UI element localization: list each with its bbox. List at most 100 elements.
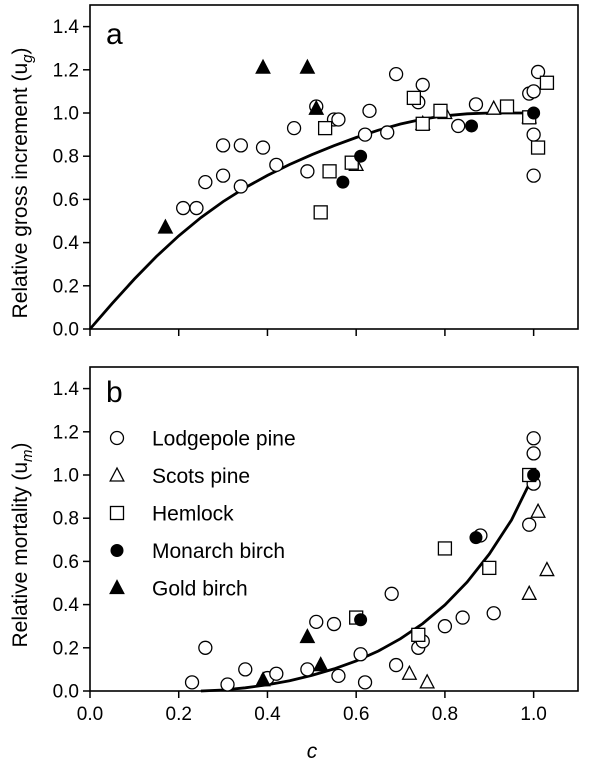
panel-a-point-lodgepole-pine [380,125,395,140]
panel-b-point-monarch-birch [469,531,483,545]
panel-b-point-lodgepole-pine [526,446,541,461]
panel-a-point-lodgepole-pine [530,64,546,80]
panel-a-point-hemlock [539,75,555,90]
panel-b-point-scots-pine [419,673,436,689]
panel-a-point-lodgepole-pine [189,200,204,216]
panel-b-point-lodgepole-pine [522,517,537,532]
panel-a-point-monarch-birch [354,149,368,163]
panel-a-y-tick-label: 1.4 [53,17,80,38]
panel-b-y-tick-label: 0.8 [53,509,79,530]
panel-b-point-scots-pine [539,561,555,577]
panel-b-point-lodgepole-pine [353,647,368,662]
panel-b-y-tick-label: 1.2 [53,422,79,443]
panel-b-point-lodgepole-pine [526,431,541,446]
panel-b-point-lodgepole-pine [437,619,453,634]
panel-a-point-lodgepole-pine [255,140,271,155]
panel-a-point-hemlock [317,120,333,136]
legend-item-lodgepole-pine: Lodgepole pine [109,428,296,451]
panel-b-point-lodgepole-pine [269,666,284,681]
panel-a-point-monarch-birch [336,175,350,189]
panel-b-point-lodgepole-pine [388,657,404,673]
panel-b-x-tick-label: 0.0 [77,704,103,725]
panel-b-point-lodgepole-pine [326,616,342,632]
panel-a-point-lodgepole-pine [388,66,404,82]
panel-b-y-tick-label: 1.4 [53,379,80,400]
panel-b-x-tick-label: 0.2 [166,704,192,725]
legend: Lodgepole pine Scots pine Hemlock Monarch b… [109,428,296,601]
legend-label-scots-pine: Scots pine [152,465,250,488]
legend-item-hemlock: Hemlock [109,503,234,526]
panel-b-point-lodgepole-pine [455,610,470,625]
panel-a-point-lodgepole-pine [526,127,541,142]
panel-b-x-tick-label: 0.8 [432,704,458,725]
legend-item-monarch-birch: Monarch birch [110,540,285,563]
panel-a-y-tick-label: 0.8 [53,147,79,168]
legend-label-monarch-birch: Monarch birch [152,540,285,563]
panel-a-point-lodgepole-pine [526,84,541,99]
panel-b-point-monarch-birch [354,613,368,627]
panel-b-y-tick-label: 0.6 [53,552,79,573]
panel-a-label: a [106,18,123,51]
panel-a-point-lodgepole-pine [300,164,315,179]
panel-b-y-axis-title-close: ) [9,442,32,449]
panel-a-point-lodgepole-pine [215,168,231,183]
panel-a-y-axis-title-close: ) [9,48,32,55]
panel-b-point-scots-pine [521,584,538,600]
panel-b-fitted-curve [200,474,535,693]
panel-b-x-tick-label: 0.4 [254,704,281,725]
panel-b-point-lodgepole-pine [300,662,315,677]
legend-item-gold-birch: Gold birch [109,578,248,601]
panel-b-point-gold-birch [312,656,329,672]
panel-a-y-tick-label: 0.0 [53,320,79,341]
panel-b-point-hemlock [411,627,426,642]
legend-item-scots-pine: Scots pine [109,465,250,488]
panel-b: 0.0 0.2 0.4 0.6 0.8 1.0 1.2 1.4 0.0 0.2 0.4 0.6 0.8 1… [9,366,579,763]
panel-a-point-hemlock [499,99,515,114]
panel-a-point-hemlock [313,205,328,220]
panel-b-point-gold-birch [299,628,316,644]
panel-b-plot-frame [89,366,579,692]
panel-b-point-lodgepole-pine [220,677,235,692]
panel-a-point-lodgepole-pine [415,77,430,93]
panel-a-point-scots-pine [485,99,502,115]
panel-a-point-hemlock [322,164,337,179]
panel-b-point-hemlock [482,560,497,576]
legend-marker-hemlock [109,505,125,521]
panel-b-y-tick-label: 0.0 [53,682,79,703]
legend-label-lodgepole-pine: Lodgepole pine [152,428,296,451]
panel-a-point-lodgepole-pine [198,174,213,190]
panel-b-label: b [106,376,123,409]
panel-a-y-axis-title: Relative gross increment (ug) [9,48,36,319]
panel-b-point-scots-pine [401,664,418,680]
panel-b-x-tick-label: 0.6 [343,704,369,725]
panel-b-point-lodgepole-pine [309,614,324,630]
panel-a-y-tick-label: 0.6 [53,190,79,211]
panel-b-y-tick-label: 1.0 [53,466,79,487]
panel-b-point-scots-pine [530,502,546,518]
panel-a-point-gold-birch [255,58,271,74]
panel-b-y-axis-title-text: Relative mortality (u [9,462,32,648]
panel-a-point-lodgepole-pine [233,138,248,153]
panel-b-x-tick-label: 1.0 [520,704,546,725]
legend-marker-scots-pine [109,466,125,482]
panel-a-point-lodgepole-pine [526,168,541,183]
panel-b-point-lodgepole-pine [384,586,399,601]
panel-b-y-tick-label: 0.2 [53,638,79,659]
panel-a-point-lodgepole-pine [357,127,373,142]
panel-b-x-axis-title: c [307,740,318,763]
panel-a-point-lodgepole-pine [269,157,284,172]
panel-a-point-gold-birch [308,99,325,115]
panel-a-point-hemlock [415,116,430,131]
panel-b-point-lodgepole-pine [198,640,213,655]
panel-b-y-axis-title-sub: m [19,449,36,462]
panel-a-point-hemlock [406,90,422,106]
legend-marker-lodgepole-pine [109,430,125,446]
panel-a-point-lodgepole-pine [176,200,191,216]
panel-a-point-gold-birch [157,218,174,234]
panel-a-point-lodgepole-pine [215,138,231,153]
legend-label-gold-birch: Gold birch [152,578,248,601]
panel-a-y-axis-title-sub: g [19,54,36,63]
panel-b-point-lodgepole-pine [238,662,253,677]
panel-b-y-axis-title: Relative mortality (um) [9,442,36,647]
